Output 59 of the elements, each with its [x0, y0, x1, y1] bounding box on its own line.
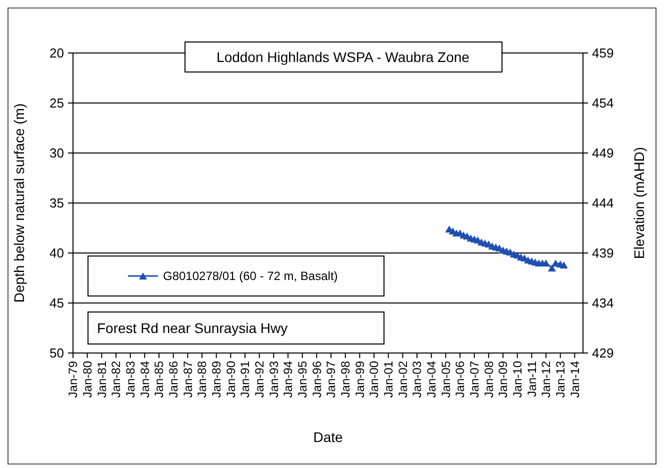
y2-tick-label: 454: [592, 96, 614, 111]
y-tick-label: 50: [50, 346, 64, 361]
y2-tick-label: 459: [592, 46, 614, 61]
x-tick-label: Jan-06: [453, 360, 468, 398]
x-tick-label: Jan-93: [266, 360, 281, 398]
x-tick-label: Jan-02: [396, 360, 410, 398]
x-tick-label: Jan-11: [524, 360, 539, 397]
y2-tick-label: 444: [592, 196, 614, 211]
point: [560, 262, 568, 268]
annotation: Forest Rd near Sunraysia Hwy: [97, 320, 288, 336]
y2-tick-label: 429: [592, 346, 614, 361]
x-tick-label: Jan-92: [252, 360, 267, 398]
y-tick-label: 40: [50, 246, 64, 261]
y2-axis-title: Elevation (mAHD): [631, 146, 647, 260]
chart-title: Loddon Highlands WSPA - Waubra Zone: [216, 48, 470, 65]
y-axis-title: Depth below natural surface (m): [11, 103, 27, 303]
y-tick-label: 25: [50, 96, 64, 111]
x-tick-label: Jan-87: [180, 360, 195, 398]
x-tick-label: Jan-81: [94, 360, 109, 398]
x-tick-label: Jan-96: [310, 360, 324, 398]
x-tick-label: Jan-88: [195, 360, 210, 398]
x-tick-label: Jan-98: [338, 360, 353, 398]
y2-tick-label: 434: [592, 296, 614, 311]
x-tick-label: Jan-04: [424, 360, 439, 398]
legend-label: G8010278/01 (60 - 72 m, Basalt): [163, 269, 338, 284]
x-axis-title: Date: [313, 429, 343, 445]
x-tick-label: Jan-91: [238, 360, 252, 398]
y2-tick-label: 449: [592, 146, 614, 161]
x-tick-label: Jan-79: [66, 360, 80, 398]
x-tick-label: Jan-00: [367, 360, 382, 398]
y-tick-label: 20: [50, 46, 64, 61]
y-tick-label: 45: [50, 296, 64, 311]
x-tick-label: Jan-86: [166, 360, 181, 398]
title-box: Loddon Highlands WSPA - Waubra Zone: [184, 42, 502, 72]
x-tick-label: Jan-95: [296, 360, 310, 398]
x-tick-label: Jan-80: [80, 360, 95, 398]
x-tick-label: Jan-13: [554, 360, 568, 398]
x-tick-label: Jan-09: [496, 360, 510, 398]
x-tick-label: Jan-14: [568, 360, 582, 398]
x-tick-label: Jan-85: [152, 360, 166, 398]
y-tick-label: 30: [50, 146, 64, 161]
x-tick-label: Jan-07: [468, 360, 482, 398]
x-tick-label: Jan-97: [324, 360, 338, 398]
x-tick-label: Jan-99: [352, 360, 367, 398]
x-tick-label: Jan-89: [210, 360, 224, 398]
x-tick-label: Jan-03: [410, 360, 424, 398]
x-tick-label: Jan-12: [539, 360, 554, 398]
x-tick-label: Jan-83: [124, 360, 138, 398]
x-tick-label: Jan-90: [224, 360, 238, 398]
x-tick-label: Jan-10: [510, 360, 525, 398]
x-tick-label: Jan-84: [138, 360, 152, 398]
y-tick-label: 35: [50, 196, 64, 211]
x-tick-label: Jan-01: [382, 360, 396, 398]
x-tick-label: Jan-08: [482, 360, 496, 398]
x-tick-label: Jan-94: [281, 360, 296, 398]
x-tick-label: Jan-05: [438, 360, 453, 398]
note-box: Forest Rd near Sunraysia Hwy: [88, 312, 384, 344]
y2-tick-label: 439: [592, 246, 614, 261]
x-tick-label: Jan-82: [109, 360, 124, 398]
